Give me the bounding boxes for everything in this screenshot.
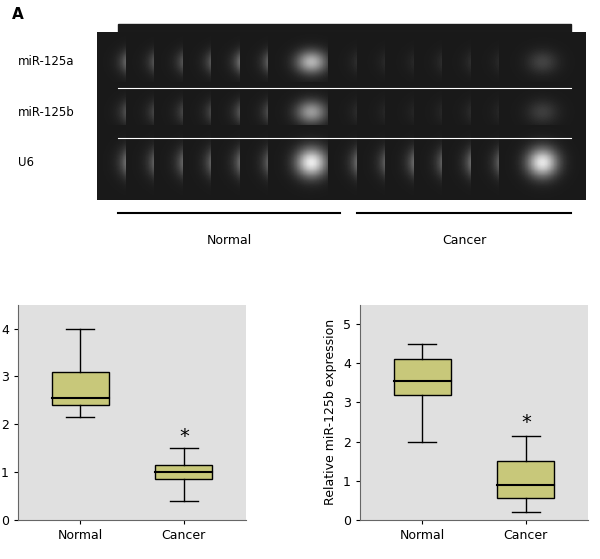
Bar	[497, 461, 554, 498]
Bar	[52, 372, 109, 405]
Y-axis label: Relative miR-125b expression: Relative miR-125b expression	[325, 319, 337, 505]
Bar	[394, 359, 451, 395]
Text: miR-125b: miR-125b	[18, 106, 75, 119]
Text: *: *	[179, 427, 189, 446]
Text: U6: U6	[18, 157, 34, 169]
Text: A: A	[12, 7, 24, 22]
Text: Normal: Normal	[206, 234, 251, 247]
Bar	[155, 465, 212, 479]
Text: *: *	[521, 413, 531, 432]
Bar	[118, 24, 571, 189]
Text: miR-125a: miR-125a	[18, 55, 74, 68]
Text: Cancer: Cancer	[442, 234, 486, 247]
